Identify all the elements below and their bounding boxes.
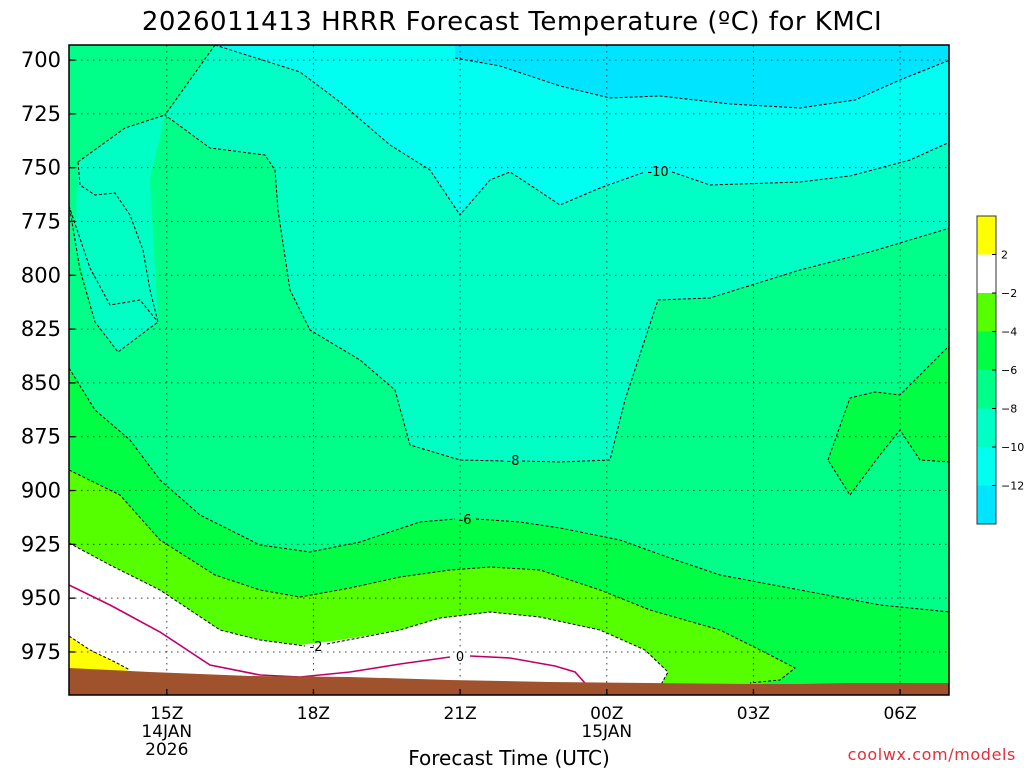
contour-label-minus10: -10 [647,165,668,180]
band-below-minus12 [455,45,949,108]
y-tick-label: 775 [21,209,61,233]
contour-minus8 [69,45,949,463]
contour-zero [69,584,586,684]
x-tick-label: 21Z [443,704,476,724]
colorbar-swatch [977,331,996,370]
colorbar-swatch [977,370,996,409]
terrain [69,668,949,695]
colorbar-tick-label: 2 [1001,249,1008,262]
x-tick-sublabel: 2026 [145,740,188,760]
y-tick-label: 975 [21,640,61,664]
x-tick-label: 15Z [150,704,183,724]
y-tick-label: 725 [21,102,61,126]
x-tick-label: 18Z [297,704,330,724]
x-axis-title: Forecast Time (UTC) [408,746,610,768]
x-tick-sublabel: 15JAN [581,722,632,742]
colorbar-tick-label: −10 [1001,441,1024,454]
dashed-contours [69,45,949,691]
colorbar-tick-label: −6 [1001,364,1017,377]
contour-label-zero: 0 [456,650,464,665]
contour-minus12 [454,57,949,109]
contour-labels: -10 -8 -6 -2 0 [310,165,669,665]
x-tick-label: 03Z [737,704,770,724]
y-tick-label: 900 [21,479,61,503]
y-tick-label: 950 [21,586,61,610]
colorbar-swatch [977,216,996,255]
colorbar-tick-label: −12 [1001,480,1024,493]
colorbar-swatch [977,408,996,447]
contour-minus2 [69,542,669,691]
band-minus2-to-plus2 [69,543,668,695]
y-axis: 700 725 750 775 800 825 850 875 900 925 950 975 [21,48,75,664]
contour-minus4 [69,469,796,684]
contour-label-minus2: -2 [310,640,323,655]
colorbar-swatch [977,485,996,524]
colorbar-tick-label: −2 [1001,287,1017,300]
credit-text: coolwx.com/models [848,745,1016,764]
plot-area [69,45,949,695]
contour-minus6 [69,367,949,613]
x-tick-label: 06Z [883,704,916,724]
y-tick-label: 750 [21,156,61,180]
contour-minus8-pocket [69,114,166,353]
grid [69,45,949,695]
y-tick-label: 800 [21,263,61,287]
band-minus8-to-minus6 [69,45,949,695]
colorbar-swatch [977,293,996,332]
y-tick-label: 825 [21,317,61,341]
y-tick-label: 875 [21,425,61,449]
contour-plus2 [69,635,131,671]
contour-minus10 [214,45,949,216]
contour-label-minus6: -6 [459,513,472,528]
colorbar-swatch [977,447,996,486]
colorbar-swatch [977,254,996,293]
colorbar-tick-label: −8 [1001,403,1017,416]
x-tick-label: 00Z [590,704,623,724]
y-tick-label: 925 [21,532,61,556]
colorbar: 2 −2 −4 −6 −8 −10 −12 [976,215,1024,525]
plot-frame [68,44,950,696]
colorbar-tick-label: −4 [1001,326,1017,339]
contour-label-minus8: -8 [507,454,520,469]
x-tick-sublabel: 14JAN [141,722,192,742]
chart-title: 2026011413 HRRR Forecast Temperature (ºC… [142,7,882,37]
y-tick-label: 850 [21,371,61,395]
contour-minus6-pocket [827,345,949,496]
y-tick-label: 700 [21,48,61,72]
